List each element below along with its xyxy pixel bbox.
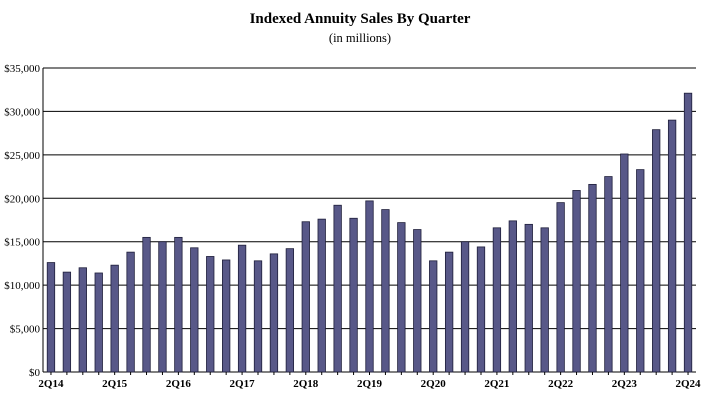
x-tick-label: 2Q20 bbox=[421, 378, 447, 390]
bar bbox=[110, 264, 119, 373]
bar bbox=[237, 244, 247, 373]
bar bbox=[508, 220, 517, 373]
bar bbox=[190, 247, 199, 373]
bar bbox=[365, 200, 374, 373]
bar bbox=[381, 209, 390, 373]
bar bbox=[476, 246, 486, 373]
x-tick-label: 2Q23 bbox=[612, 378, 638, 390]
bar bbox=[540, 227, 549, 373]
y-tick-label: $15,000 bbox=[4, 237, 40, 249]
x-tick-label: 2Q22 bbox=[548, 378, 574, 390]
bar bbox=[588, 183, 597, 373]
bar bbox=[78, 267, 87, 373]
bar bbox=[444, 251, 454, 373]
bar bbox=[317, 218, 326, 373]
bar bbox=[556, 202, 565, 373]
bar bbox=[142, 236, 151, 373]
y-tick-label: $10,000 bbox=[4, 280, 40, 292]
x-tick-label: 2Q19 bbox=[357, 378, 383, 390]
x-tick-label: 2Q16 bbox=[166, 378, 192, 390]
bar bbox=[667, 119, 677, 373]
chart-subtitle: (in millions) bbox=[328, 31, 392, 45]
bar bbox=[253, 260, 263, 373]
bar bbox=[572, 190, 581, 373]
bar bbox=[429, 260, 438, 373]
bar bbox=[636, 169, 645, 373]
x-tick-label: 2Q24 bbox=[676, 378, 702, 390]
bar bbox=[349, 217, 358, 373]
bar bbox=[460, 241, 470, 373]
y-tick-label: $20,000 bbox=[4, 193, 40, 205]
bar bbox=[604, 176, 613, 373]
bar bbox=[269, 253, 279, 373]
bar bbox=[158, 241, 167, 373]
bar bbox=[652, 129, 661, 373]
bar bbox=[524, 223, 533, 373]
bar bbox=[413, 229, 422, 373]
y-tick-label: $30,000 bbox=[4, 106, 40, 118]
y-tick-label: $25,000 bbox=[4, 150, 40, 162]
bar bbox=[620, 153, 629, 373]
bar bbox=[222, 259, 231, 373]
y-tick-label: $5,000 bbox=[10, 324, 41, 336]
x-tick-label: 2Q17 bbox=[230, 378, 256, 390]
bar bbox=[206, 256, 215, 373]
bar bbox=[492, 227, 502, 373]
bar bbox=[174, 236, 183, 373]
x-tick-label: 2Q18 bbox=[293, 378, 319, 390]
x-tick-label: 2Q15 bbox=[102, 378, 128, 390]
bar bbox=[62, 271, 72, 373]
bar bbox=[301, 221, 310, 373]
chart-title: Indexed Annuity Sales By Quarter bbox=[249, 11, 471, 27]
y-tick-label: $35,000 bbox=[4, 63, 40, 75]
y-tick-label: $0 bbox=[29, 367, 41, 379]
bar bbox=[94, 272, 103, 373]
x-tick-label: 2Q14 bbox=[38, 378, 64, 390]
bar bbox=[126, 251, 135, 373]
x-tick-label: 2Q21 bbox=[484, 378, 509, 390]
bar bbox=[683, 92, 693, 373]
bar bbox=[285, 248, 295, 373]
bar bbox=[333, 204, 342, 373]
bar bbox=[46, 262, 56, 373]
bar bbox=[397, 222, 406, 373]
